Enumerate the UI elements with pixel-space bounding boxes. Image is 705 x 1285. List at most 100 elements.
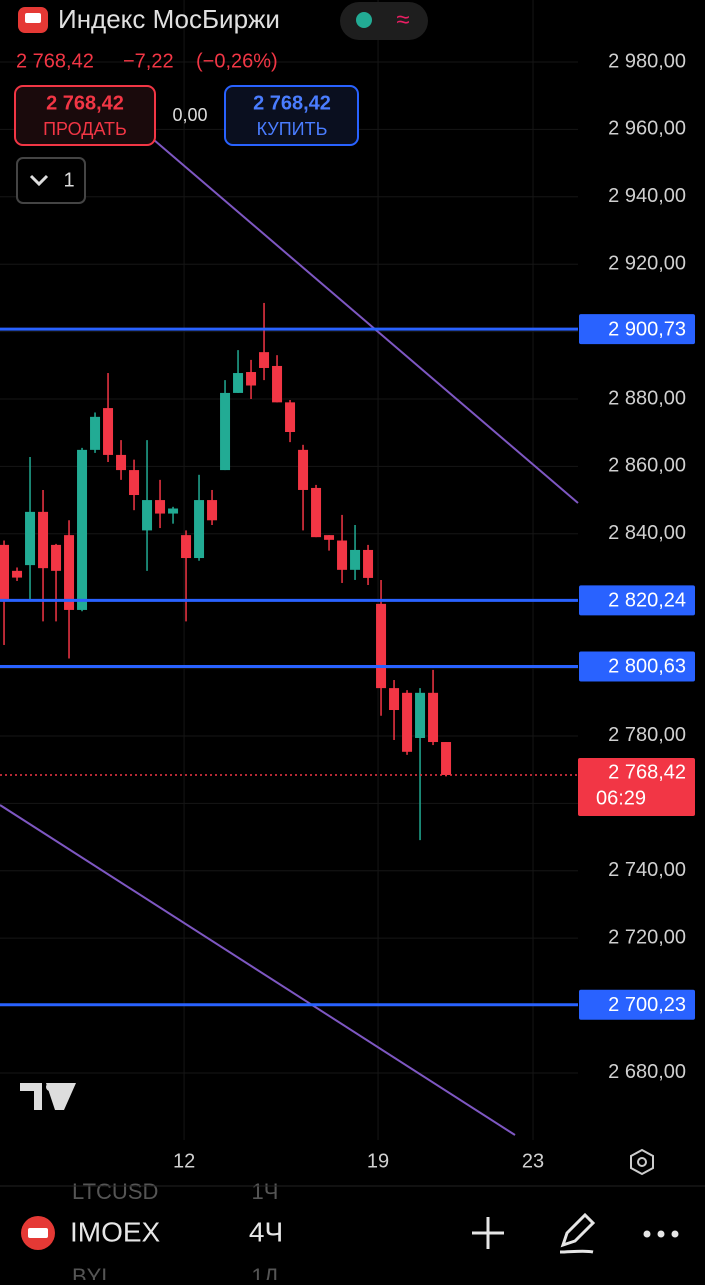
level-label-box: [579, 585, 695, 616]
next-interval: 1Д: [251, 1264, 278, 1280]
symbol[interactable]: IMOEX: [70, 1216, 161, 1247]
candle-body: [194, 500, 205, 559]
spread: 0,00: [172, 105, 207, 125]
y-tick-label: 2 880,00: [608, 387, 686, 409]
candle-body: [142, 500, 153, 531]
candle-body: [376, 603, 387, 689]
y-tick-label: 2 720,00: [608, 926, 686, 948]
candle-body: [155, 500, 166, 514]
sell-price: 2 768,42: [46, 92, 124, 114]
level-label: 2 900,73: [608, 318, 686, 340]
last-price: 2 768,42: [16, 50, 94, 72]
next-symbol: BYL: [72, 1264, 114, 1280]
candle-body: [324, 535, 335, 540]
x-tick-label: 19: [367, 1150, 389, 1172]
candle-body: [311, 487, 322, 538]
quantity: 1: [63, 169, 74, 191]
level-label: 2 820,24: [608, 590, 686, 612]
y-tick-label: 2 680,00: [608, 1061, 686, 1083]
level-label-box: [579, 989, 695, 1020]
trend-line: [139, 127, 579, 504]
grid: [0, 0, 578, 1140]
x-tick-label: 12: [173, 1150, 195, 1172]
candle-body: [103, 408, 114, 455]
interval[interactable]: 4Ч: [249, 1216, 283, 1247]
prev-symbol: LTCUSD: [72, 1179, 158, 1204]
candle-body: [233, 373, 244, 393]
candle-body: [64, 535, 75, 610]
symbol-title[interactable]: Индекс МосБиржи: [58, 4, 280, 34]
settings-icon: [637, 1157, 647, 1167]
candle-body: [350, 549, 361, 570]
tradingview-logo: [20, 1083, 76, 1110]
level-label-box: [579, 651, 695, 682]
trend-line: [0, 804, 516, 1136]
candle-body: [51, 544, 62, 571]
candle-body: [298, 449, 309, 490]
sell-label: ПРОДАТЬ: [43, 119, 127, 139]
candle-body: [90, 416, 101, 450]
x-tick-label: 23: [522, 1150, 544, 1172]
level-label: 2 700,23: [608, 994, 686, 1016]
more-button[interactable]: [643, 1230, 679, 1238]
sell-button[interactable]: [14, 85, 156, 146]
candle-body: [246, 372, 257, 386]
buy-button[interactable]: [224, 85, 359, 146]
candle-body: [428, 692, 439, 743]
candle-body: [402, 692, 413, 752]
candle-body: [220, 392, 231, 471]
candle-body: [116, 454, 127, 471]
prev-interval: 1Ч: [252, 1179, 279, 1204]
candle-body: [389, 688, 400, 711]
buy-label: КУПИТЬ: [257, 119, 328, 139]
market-status: [356, 12, 372, 28]
level-label: 2 800,63: [608, 656, 686, 678]
price-change: −7,22: [123, 50, 174, 72]
candle-body: [168, 508, 179, 514]
candle-body: [337, 540, 348, 570]
candle-body: [77, 449, 88, 610]
candle-body: [285, 402, 296, 433]
y-tick-label: 2 780,00: [608, 724, 686, 746]
symbol-icon: [28, 1228, 48, 1238]
candle-body: [25, 511, 36, 566]
symbol-logo: [25, 13, 41, 23]
price-change-pct: (−0,26%): [196, 50, 278, 72]
quantity-button[interactable]: [16, 157, 86, 204]
add-button[interactable]: [472, 1217, 504, 1249]
y-tick-label: 2 980,00: [608, 50, 686, 72]
status-pill[interactable]: [340, 2, 428, 40]
draw-button[interactable]: [559, 1212, 596, 1254]
status-icon: ≈: [396, 6, 409, 33]
candle-body: [129, 470, 140, 496]
last-price-label: 2 768,42: [608, 761, 686, 783]
plot: [0, 302, 578, 1007]
candle-body: [207, 500, 218, 521]
level-label-box: [579, 314, 695, 345]
candle-body: [259, 352, 270, 368]
candle-body: [441, 742, 452, 775]
candle-body: [272, 365, 283, 403]
countdown-label: 06:29: [596, 787, 646, 809]
y-tick-label: 2 960,00: [608, 118, 686, 140]
last-price-box: [578, 757, 695, 816]
candle-body: [38, 511, 49, 569]
y-tick-label: 2 740,00: [608, 859, 686, 881]
tradingview-logo: [46, 1083, 54, 1091]
candle-body: [415, 692, 426, 738]
buy-price: 2 768,42: [253, 92, 331, 114]
axis: 2 680,002 700,002 720,002 740,002 780,00…: [173, 50, 695, 1172]
y-tick-label: 2 860,00: [608, 455, 686, 477]
chevron-icon: [29, 174, 49, 187]
y-tick-label: 2 940,00: [608, 185, 686, 207]
candle-body: [181, 535, 192, 559]
candle-body: [12, 570, 23, 578]
y-tick-label: 2 840,00: [608, 522, 686, 544]
candle-body: [363, 549, 374, 578]
settings-icon[interactable]: [630, 1148, 654, 1176]
y-tick-label: 2 920,00: [608, 252, 686, 274]
candle-body: [0, 544, 10, 600]
